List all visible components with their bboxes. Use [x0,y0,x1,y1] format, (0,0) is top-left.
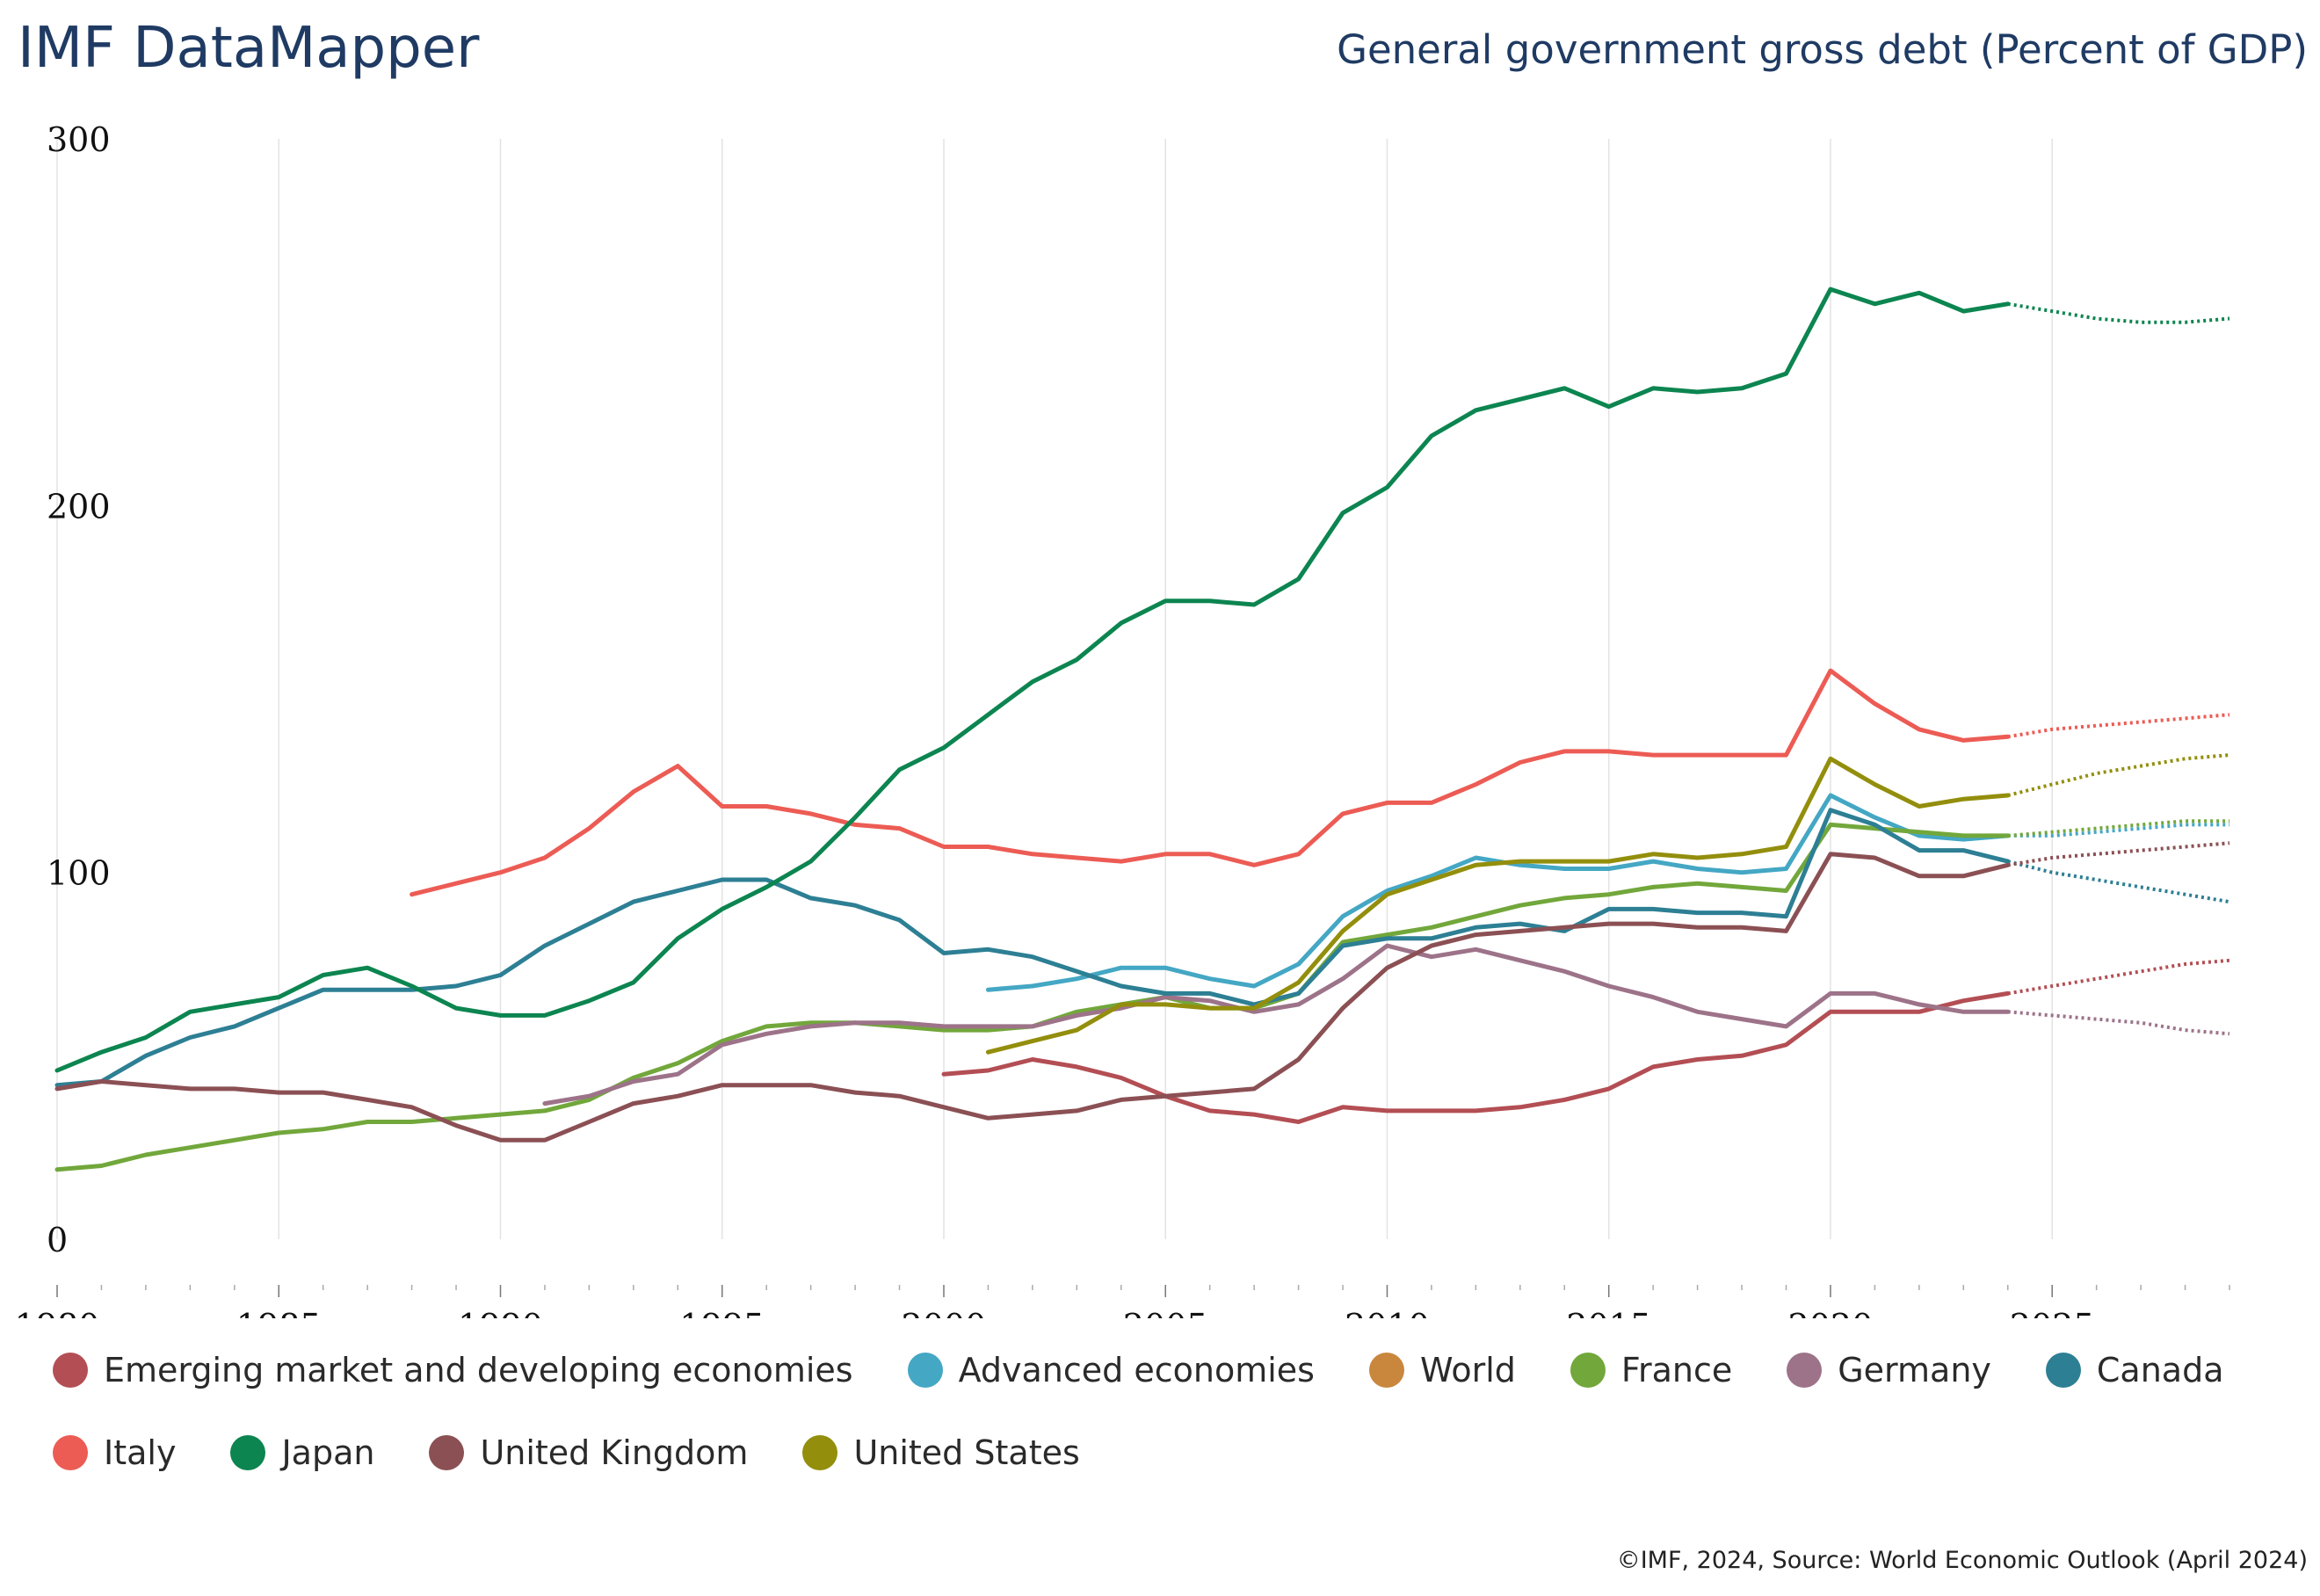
legend: Emerging market and developing economies… [53,1345,2311,1478]
legend-item[interactable]: World [1368,1345,1516,1396]
line-chart: 0 100 200 300 1980 1985 1990 1995 2000 2005 2010 20… [15,120,2230,1318]
legend-label: Canada [2096,1351,2224,1389]
legend-swatch [907,1353,943,1388]
legend-label: Advanced economies [958,1351,1315,1389]
y-tick-label: 100 [47,854,111,893]
legend-label: United Kingdom [480,1433,749,1472]
legend-swatch [429,1435,465,1470]
grid-lines [56,139,2053,1239]
series-line-japan [54,287,2011,1073]
series-line-emerging-market-and-developing-economies [941,990,2011,1124]
x-tick-label: 2020 [1788,1307,1874,1318]
y-tick-label: 0 [47,1221,68,1259]
brand-title: IMF DataMapper [18,16,480,81]
legend-swatch [53,1353,88,1388]
legend-label: United States [853,1433,1080,1472]
series-line-france [54,822,2011,1172]
legend-item[interactable]: Japan [230,1427,374,1478]
chart-title: General government gross debt (Percent o… [1337,26,2308,73]
series-projection-japan [2007,301,2230,324]
legend-swatch [1787,1353,1823,1388]
series-line-advanced-economies [985,793,2011,992]
series-projection-canada [2007,860,2230,904]
legend-swatch [1570,1353,1606,1388]
legend-label: Germany [1838,1351,1991,1389]
x-tick-label: 1995 [679,1307,765,1318]
legend-label: World [1419,1351,1516,1389]
series-projection-united-kingdom [2007,841,2230,867]
legend-swatch [802,1435,838,1470]
series-projection-italy [2007,713,2230,739]
source-note: ©IMF, 2024, Source: World Economic Outlo… [1616,1547,2308,1574]
series-line-canada [54,808,2011,1088]
legend-item[interactable]: France [1570,1345,1732,1396]
series-projection-advanced-economies [2007,823,2229,838]
series-line-united-kingdom [54,852,2011,1143]
legend-swatch [2045,1353,2081,1388]
legend-item[interactable]: United Kingdom [429,1427,748,1478]
x-tick-label: 2005 [1123,1307,1208,1318]
legend-label: Emerging market and developing economies [104,1351,853,1389]
x-tick-label: 2010 [1345,1307,1430,1318]
series-projection-france [2007,819,2229,838]
series-line-germany [542,943,2011,1106]
series-line-italy [410,668,2011,897]
axes: 0 100 200 300 1980 1985 1990 1995 2000 2005 2010 20… [15,120,2230,1318]
legend-swatch [53,1435,88,1470]
x-tick-label: 1980 [15,1307,100,1318]
legend-label: Italy [104,1433,177,1472]
series-line-united-states [985,756,2011,1055]
x-tick-label: 2015 [1566,1307,1651,1318]
series-projection-united-states [2007,753,2230,797]
x-tick-label: 1985 [236,1307,322,1318]
legend-item[interactable]: United States [802,1427,1080,1478]
legend-label: France [1620,1351,1733,1389]
legend-item[interactable]: Italy [53,1427,176,1478]
legend-item[interactable]: Germany [1787,1345,1991,1396]
legend-label: Japan [281,1433,375,1472]
series-lines [54,287,2230,1172]
y-tick-label: 200 [47,487,111,526]
legend-item[interactable]: Canada [2045,1345,2224,1396]
y-tick-label: 300 [47,120,111,159]
x-tick-label: 1990 [458,1307,543,1318]
series-projection-germany [2007,1010,2230,1036]
legend-item[interactable]: Emerging market and developing economies [53,1345,853,1396]
x-tick-label: 2000 [902,1307,987,1318]
legend-item[interactable]: Advanced economies [907,1345,1315,1396]
x-tick-label: 2025 [2010,1307,2095,1318]
legend-swatch [1368,1353,1404,1388]
legend-swatch [230,1435,266,1470]
series-projection-emerging-market-and-developing-economies [2007,958,2230,996]
